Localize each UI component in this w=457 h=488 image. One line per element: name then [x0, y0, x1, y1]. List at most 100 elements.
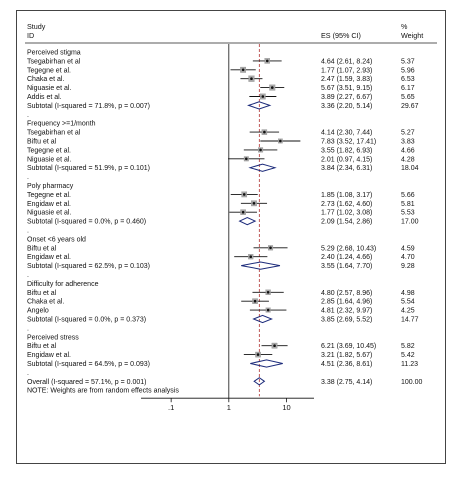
subgroup-separator: .: [27, 228, 29, 235]
point-estimate: [249, 255, 253, 258]
es-ci-text: 4.14 (2.30, 7.44): [321, 130, 372, 137]
subgroup-separator: .: [27, 272, 29, 279]
weight-text: 14.77: [401, 317, 419, 324]
study-label: Tsegabirhan et al: [27, 58, 81, 65]
subtotal-diamond: [247, 101, 272, 110]
es-ci-text: 2.09 (1.54, 2.86): [321, 219, 372, 226]
es-ci-text: 3.84 (2.34, 6.31): [321, 165, 372, 172]
weight-text: 5.66: [401, 192, 415, 199]
weight-text: 4.25: [401, 308, 415, 315]
study-label: Tegegne et al.: [27, 147, 71, 154]
header-study: Study: [27, 22, 46, 31]
x-tick-label: 1: [227, 403, 231, 412]
overall-diamond: [253, 377, 266, 386]
subgroup-label: Perceived stress: [27, 334, 79, 341]
subgroup-label: Difficulty for adherence: [27, 281, 99, 288]
weight-text: 5.81: [401, 201, 415, 208]
weight-text: 11.23: [401, 361, 418, 368]
point-estimate: [241, 210, 245, 214]
study-label: Biftu et al: [27, 343, 57, 350]
study-label: Biftu et al: [27, 245, 57, 252]
es-ci-text: 2.47 (1.59, 3.83): [321, 76, 372, 83]
study-label: Biftu et al: [27, 139, 57, 146]
subtotal-label: Subtotal (I-squared = 0.0%, p = 0.373): [27, 317, 146, 324]
study-label: Chaka et al.: [27, 76, 64, 83]
es-ci-text: 4.51 (2.36, 8.61): [321, 361, 372, 368]
point-estimate: [241, 68, 245, 72]
es-ci-text: 2.73 (1.62, 4.60): [321, 201, 372, 208]
weight-text: 5.54: [401, 299, 415, 306]
weight-text: 6.53: [401, 76, 415, 83]
point-estimate: [250, 77, 253, 80]
es-ci-text: 3.89 (2.27, 6.67): [321, 94, 372, 101]
point-estimate: [273, 344, 276, 348]
weight-text: 5.82: [401, 343, 415, 350]
weight-text: 17.00: [401, 219, 419, 226]
es-ci-text: 2.40 (1.24, 4.66): [321, 254, 372, 261]
subtotal-diamond: [252, 314, 273, 324]
header-id: ID: [27, 31, 34, 40]
study-label: Engidaw et al.: [27, 201, 71, 208]
subtotal-diamond: [241, 261, 281, 270]
study-label: Chaka et al.: [27, 299, 64, 306]
weight-text: 5.27: [401, 130, 415, 137]
point-estimate: [265, 59, 269, 63]
weight-text: 4.28: [401, 156, 415, 163]
subgroup-label: Perceived stigma: [27, 50, 81, 57]
point-estimate: [270, 86, 274, 89]
x-tick-label: .1: [168, 403, 174, 412]
point-estimate: [242, 193, 246, 196]
study-label: Addis et al.: [27, 94, 62, 101]
es-ci-text: 4.64 (2.61, 8.24): [321, 58, 372, 65]
es-ci-text: 1.77 (1.07, 2.93): [321, 67, 372, 74]
es-ci-text: 3.21 (1.82, 5.67): [321, 352, 372, 359]
subtotal-label: Subtotal (I-squared = 62.5%, p = 0.103): [27, 263, 150, 270]
weight-text: 9.28: [401, 263, 415, 270]
subgroup-separator: .: [27, 174, 29, 181]
header-es-ci: ES (95% CI): [321, 31, 361, 40]
header-weight: Weight: [401, 31, 423, 40]
es-ci-text: 7.83 (3.52, 17.41): [321, 139, 376, 146]
note-text: NOTE: Weights are from random effects an…: [27, 388, 179, 395]
point-estimate: [266, 291, 270, 294]
subgroup-separator: .: [27, 370, 29, 377]
weight-text: 6.17: [401, 85, 415, 92]
weight-text: 29.67: [401, 103, 419, 110]
weight-text: 5.96: [401, 67, 415, 74]
es-ci-text: 4.81 (2.32, 9.97): [321, 308, 372, 315]
forest-plot: Study ID ES (95% CI) % Weight Perceived …: [25, 22, 437, 412]
point-estimate: [269, 246, 272, 250]
subtotal-label: Subtotal (I-squared = 64.5%, p = 0.093): [27, 361, 150, 368]
es-ci-text: 3.38 (2.75, 4.14): [321, 379, 372, 386]
point-estimate: [253, 299, 257, 303]
weight-text: 4.59: [401, 245, 415, 252]
subtotal-label: Subtotal (I-squared = 0.0%, p = 0.460): [27, 219, 146, 226]
subgroup-separator: .: [27, 325, 29, 332]
point-estimate: [279, 139, 282, 143]
header-percent: %: [401, 22, 408, 31]
study-label: Tegegne et al.: [27, 67, 71, 74]
point-estimate: [261, 95, 265, 98]
subgroup-label: Poly pharmacy: [27, 183, 74, 190]
subtotal-diamond: [250, 359, 283, 368]
es-ci-text: 1.85 (1.08, 3.17): [321, 192, 372, 199]
es-ci-text: 4.80 (2.57, 8.96): [321, 290, 372, 297]
subtotal-label: Subtotal (I-squared = 71.8%, p = 0.007): [27, 103, 150, 110]
weight-text: 4.66: [401, 147, 415, 154]
study-label: Engidaw et al.: [27, 254, 71, 261]
study-label: Niguasie et al.: [27, 210, 71, 217]
point-estimate: [252, 202, 256, 205]
weight-text: 18.04: [401, 165, 419, 172]
x-tick-label: 10: [282, 403, 290, 412]
es-ci-text: 5.29 (2.68, 10.43): [321, 245, 376, 252]
subgroup-label: Frequency >=1/month: [27, 121, 96, 128]
weight-text: 4.98: [401, 290, 415, 297]
es-ci-text: 1.77 (1.02, 3.08): [321, 210, 372, 217]
subtotal-diamond: [248, 163, 277, 172]
es-ci-text: 5.67 (3.51, 9.15): [321, 85, 372, 92]
study-label: Tsegabirhan et al: [27, 130, 81, 137]
weight-text: 3.83: [401, 139, 415, 146]
weight-text: 4.70: [401, 254, 415, 261]
study-label: Niguasie et al.: [27, 85, 71, 92]
